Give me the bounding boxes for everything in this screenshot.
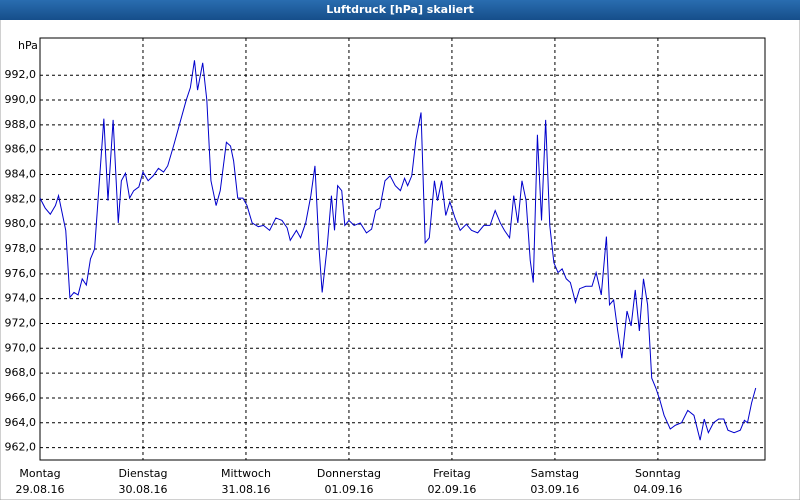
- y-tick-label: 970,0: [5, 341, 37, 354]
- y-tick-label: 986,0: [5, 143, 37, 156]
- title-bar: [0, 0, 800, 20]
- y-tick-label: 978,0: [5, 242, 37, 255]
- y-tick-label: 984,0: [5, 168, 37, 181]
- y-tick-label: 982,0: [5, 192, 37, 205]
- y-tick-label: 988,0: [5, 118, 37, 131]
- y-tick-label: 992,0: [5, 68, 37, 81]
- x-tick-label: Samstag: [531, 467, 579, 480]
- y-tick-label: 962,0: [5, 441, 37, 454]
- y-tick-label: 980,0: [5, 217, 37, 230]
- x-tick-label: Freitag: [433, 467, 471, 480]
- y-tick-label: 972,0: [5, 316, 37, 329]
- x-tick-label: Mittwoch: [221, 467, 271, 480]
- y-tick-label: 968,0: [5, 366, 37, 379]
- y-tick-label: 976,0: [5, 267, 37, 280]
- y-tick-label: 974,0: [5, 292, 37, 305]
- pressure-line: [39, 60, 757, 441]
- x-tick-label: Donnerstag: [317, 467, 381, 480]
- y-tick-label: 964,0: [5, 416, 37, 429]
- x-tick-label: Sonntag: [635, 467, 681, 480]
- x-tick-date: 02.09.16: [427, 483, 476, 496]
- x-tick-date: 30.08.16: [118, 483, 167, 496]
- x-tick-date: 31.08.16: [221, 483, 270, 496]
- y-axis-label: hPa: [18, 39, 38, 52]
- x-tick-date: 01.09.16: [324, 483, 373, 496]
- x-tick-label: Montag: [19, 467, 60, 480]
- chart-title: Luftdruck [hPa] skaliert: [326, 3, 474, 16]
- y-tick-label: 990,0: [5, 93, 37, 106]
- x-tick-label: Dienstag: [118, 467, 167, 480]
- x-tick-date: 03.09.16: [530, 483, 579, 496]
- x-tick-date: 29.08.16: [16, 483, 65, 496]
- x-tick-date: 04.09.16: [633, 483, 682, 496]
- y-tick-label: 966,0: [5, 391, 37, 404]
